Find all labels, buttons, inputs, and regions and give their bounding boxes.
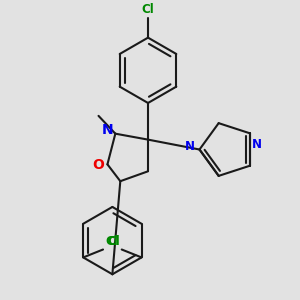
Text: Cl: Cl bbox=[142, 3, 154, 16]
Text: Cl: Cl bbox=[105, 235, 118, 248]
Text: N: N bbox=[102, 123, 113, 137]
Text: N: N bbox=[252, 138, 262, 151]
Text: Cl: Cl bbox=[107, 235, 120, 248]
Text: N: N bbox=[184, 140, 195, 153]
Text: O: O bbox=[93, 158, 104, 172]
